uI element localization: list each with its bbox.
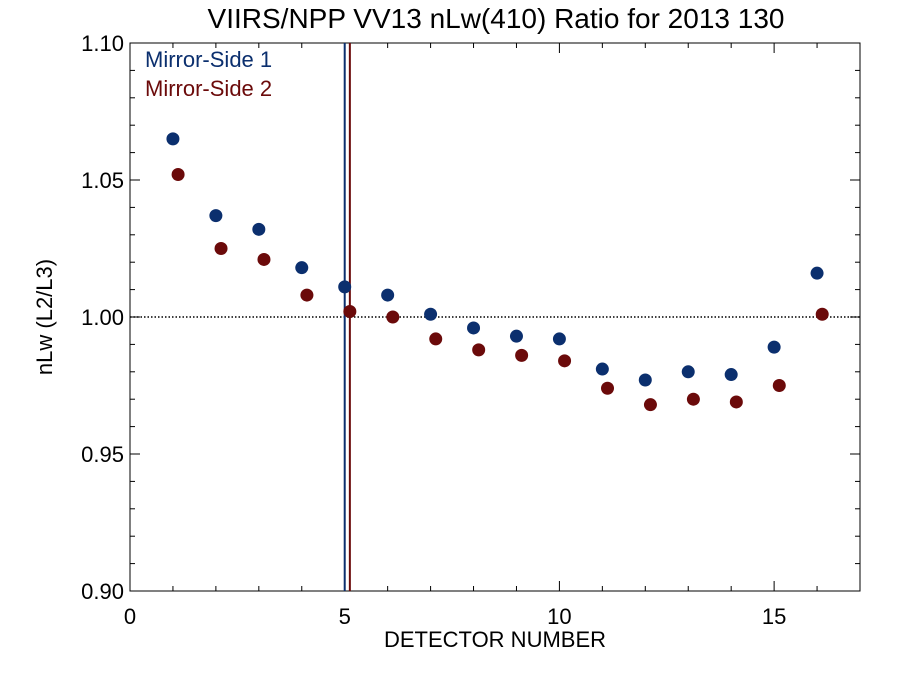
data-point-series-2: [472, 343, 486, 357]
data-point-series-1: [295, 261, 309, 275]
data-point-series-2: [686, 392, 700, 406]
data-point-series-2: [558, 354, 572, 368]
data-point-series-1: [467, 321, 481, 335]
data-point-series-1: [767, 340, 781, 354]
x-tick-label: 15: [762, 604, 786, 629]
x-axis-label: DETECTOR NUMBER: [384, 627, 606, 652]
y-tick-label: 0.95: [81, 442, 124, 467]
data-point-series-1: [638, 373, 652, 387]
y-axis-label: nLw (L2/L3): [32, 259, 57, 375]
data-point-series-1: [166, 132, 180, 146]
data-point-series-2: [601, 381, 615, 395]
data-point-series-2: [171, 168, 185, 182]
data-point-series-1: [381, 288, 395, 302]
plot-layer: 0 5 10 15 0.90 0.95 1.00 1.05 1.10: [81, 31, 861, 629]
data-point-series-1: [810, 266, 824, 280]
y-tick-label: 1.10: [81, 31, 124, 56]
x-tick-label: 10: [547, 604, 571, 629]
data-point-series-2: [300, 288, 314, 302]
data-point-series-2: [772, 379, 786, 392]
data-point-series-1: [681, 365, 695, 379]
data-point-series-2: [343, 305, 357, 319]
data-point-series-2: [729, 395, 743, 409]
chart-title: VIIRS/NPP VV13 nLw(410) Ratio for 2013 1…: [208, 3, 785, 34]
data-point-series-1: [595, 362, 609, 376]
y-tick-label: 1.00: [81, 305, 124, 330]
data-point-series-1: [252, 222, 266, 236]
data-point-series-2: [214, 242, 228, 255]
x-tick-label: 5: [339, 604, 351, 629]
data-point-series-1: [424, 307, 438, 321]
data-point-series-1: [509, 329, 523, 343]
data-point-series-2: [386, 310, 400, 324]
x-tick-label: 0: [124, 604, 136, 629]
y-tick-label: 1.05: [81, 168, 124, 193]
legend: Mirror-Side 1 Mirror-Side 2: [145, 47, 272, 101]
data-point-series-2: [429, 332, 443, 346]
data-point-series-1: [552, 332, 566, 346]
data-point-series-2: [515, 348, 529, 362]
data-point-series-1: [209, 209, 223, 223]
data-point-series-1: [338, 280, 352, 294]
y-tick-label: 0.90: [81, 579, 124, 604]
data-point-series-2: [643, 398, 657, 412]
data-point-series-2: [257, 252, 271, 266]
data-point-series-1: [724, 368, 738, 382]
legend-entry-2: Mirror-Side 2: [145, 76, 272, 101]
legend-entry-1: Mirror-Side 1: [145, 47, 272, 72]
data-point-series-2: [815, 307, 829, 321]
